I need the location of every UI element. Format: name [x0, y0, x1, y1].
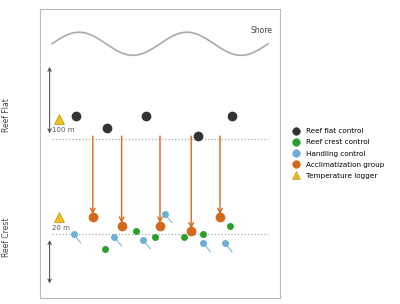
Text: 20 m: 20 m — [52, 226, 70, 232]
Text: 100 m: 100 m — [52, 127, 74, 133]
Text: Reef Crest: Reef Crest — [2, 217, 11, 257]
Legend: Reef flat control, Reef crest control, Handling control, Acclimatization group, : Reef flat control, Reef crest control, H… — [288, 128, 384, 179]
Text: Shore: Shore — [251, 26, 273, 36]
Text: Reef Flat: Reef Flat — [2, 98, 11, 133]
